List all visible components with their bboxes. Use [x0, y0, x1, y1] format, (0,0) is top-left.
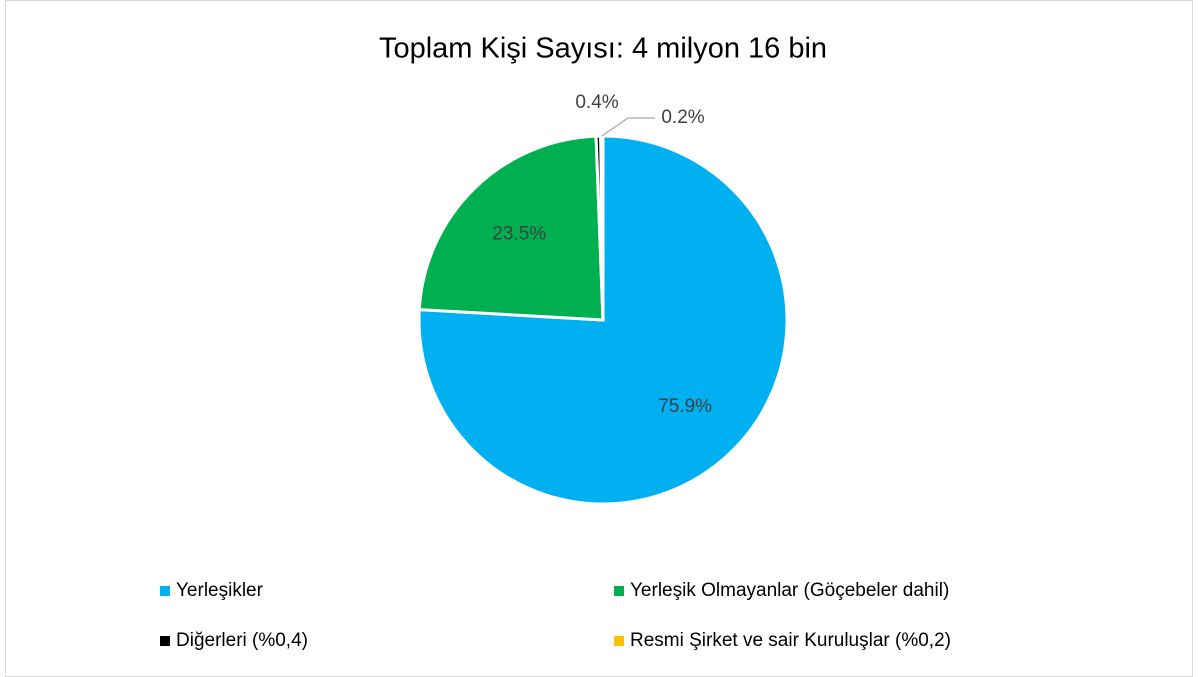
pie-slice	[417, 134, 789, 506]
pie-slice	[417, 134, 605, 322]
legend-label: Yerleşikler	[176, 580, 264, 601]
leader-line	[601, 117, 655, 137]
data-label: 75.9%	[658, 396, 712, 417]
legend-swatch	[160, 586, 170, 596]
legend-swatch	[614, 586, 624, 596]
legend-label: Diğerleri (%0,4)	[176, 630, 308, 651]
pie-slice	[599, 134, 605, 321]
legend-swatch	[614, 636, 624, 646]
data-label: 0.2%	[661, 107, 704, 128]
legend-swatch	[160, 636, 170, 646]
data-label: 0.4%	[575, 92, 618, 113]
data-label: 23.5%	[492, 224, 546, 245]
legend-label: Resmi Şirket ve sair Kuruluşlar (%0,2)	[630, 630, 951, 651]
legend-label: Yerleşik Olmayanlar (Göçebeler dahil)	[630, 580, 949, 601]
chart-title: Toplam Kişi Sayısı: 4 milyon 16 bin	[379, 33, 827, 65]
